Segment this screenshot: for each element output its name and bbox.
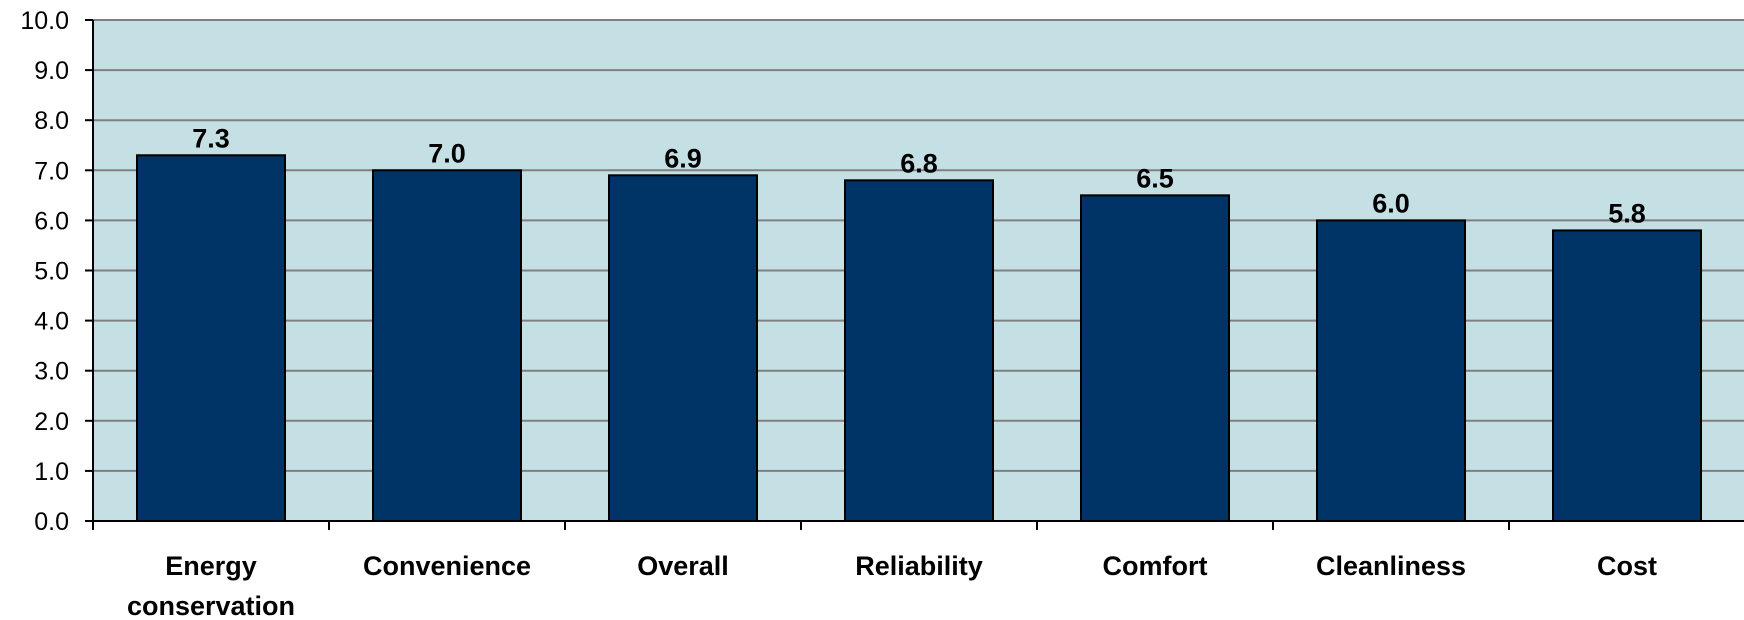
y-tick-label: 5.0 <box>34 258 69 286</box>
y-tick-label: 6.0 <box>34 207 69 235</box>
data-label: 7.0 <box>428 138 466 168</box>
category-label: Convenience <box>363 551 531 581</box>
y-tick-label: 8.0 <box>34 107 69 135</box>
y-tick-label: 3.0 <box>34 358 69 386</box>
data-label: 6.8 <box>900 148 938 178</box>
y-axis-ticks: 0.0 1.0 2.0 3.0 4.0 5.0 6.0 7.0 8.0 9.0 10.0 <box>20 7 93 536</box>
category-labels: Energy conservation Convenience Overall Reli… <box>127 551 1657 620</box>
category-label: Energy <box>165 551 257 581</box>
data-labels: 7.3 7.0 6.9 6.8 6.5 6.0 5.8 <box>192 123 1646 228</box>
category-label: Reliability <box>855 551 983 581</box>
y-tick-label: 7.0 <box>34 157 69 185</box>
category-label: Comfort <box>1103 551 1208 581</box>
y-tick-label: 4.0 <box>34 308 69 336</box>
y-tick-label: 10.0 <box>20 7 69 35</box>
data-label: 6.5 <box>1136 163 1174 193</box>
bar <box>1316 219 1466 522</box>
y-tick-label: 2.0 <box>34 408 69 436</box>
bar <box>1552 229 1702 522</box>
category-label: conservation <box>127 591 295 620</box>
data-label: 6.0 <box>1372 188 1410 218</box>
bar <box>1080 194 1230 522</box>
category-label: Cost <box>1597 551 1657 581</box>
bar <box>608 174 758 522</box>
bars <box>136 154 1702 523</box>
bar <box>844 179 994 522</box>
data-label: 5.8 <box>1608 198 1646 228</box>
y-tick-label: 1.0 <box>34 458 69 486</box>
bar <box>136 154 286 523</box>
category-label: Cleanliness <box>1316 551 1466 581</box>
y-tick-label: 0.0 <box>34 508 69 536</box>
bar <box>372 169 522 523</box>
y-tick-label: 9.0 <box>34 57 69 85</box>
data-label: 7.3 <box>192 123 230 153</box>
x-axis-ticks <box>92 521 1510 530</box>
data-label: 6.9 <box>664 143 702 173</box>
category-label: Overall <box>637 551 729 581</box>
